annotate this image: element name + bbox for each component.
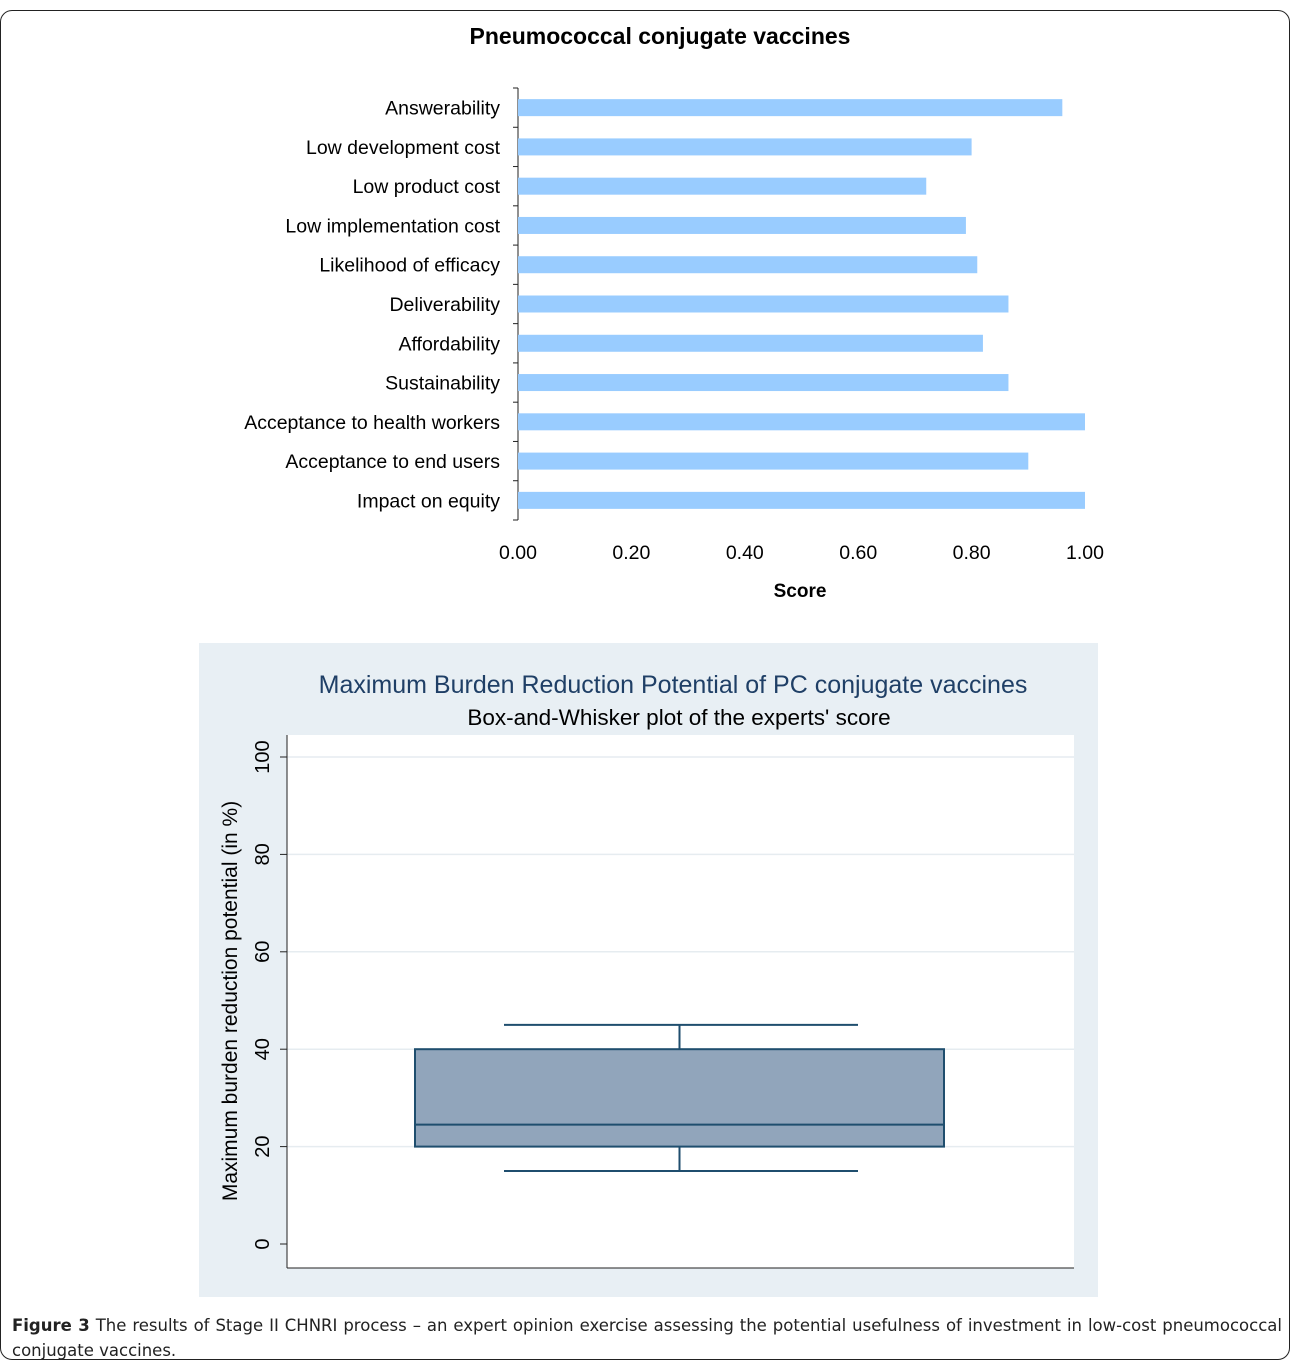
bar <box>518 138 972 155</box>
bar-category-label: Low implementation cost <box>285 215 500 237</box>
bar <box>518 178 926 195</box>
bar-x-axis-label: Score <box>774 581 827 602</box>
bar-x-tick-label: 0.20 <box>612 542 650 564</box>
bar-category-label: Acceptance to end users <box>285 451 500 473</box>
bar-category-label: Acceptance to health workers <box>244 412 500 434</box>
figure-caption-text: The results of Stage II CHNRI process – … <box>12 1316 1282 1360</box>
figure-caption: Figure 3 The results of Stage II CHNRI p… <box>12 1313 1282 1363</box>
bar <box>518 453 1028 470</box>
box-y-tick-label: 60 <box>252 941 274 963</box>
bar-x-tick-label: 1.00 <box>1066 542 1104 564</box>
bar <box>518 296 1008 313</box>
bar-category-label: Answerability <box>385 98 500 120</box>
bar-category-label: Likelihood of efficacy <box>319 255 500 277</box>
bar-category-label: Deliverability <box>389 294 500 316</box>
bar-category-label: Sustainability <box>385 373 500 395</box>
bar-category-label: Affordability <box>398 333 500 355</box>
bar <box>518 335 983 352</box>
box-y-tick-label: 80 <box>252 843 274 865</box>
bar-marks <box>518 99 1085 509</box>
bar-category-label: Impact on equity <box>357 490 500 512</box>
bar-category-label: Low product cost <box>353 176 501 198</box>
box-chart-subtitle: Box-and-Whisker plot of the experts' sco… <box>467 705 890 730</box>
box-y-tick-label: 40 <box>252 1038 274 1060</box>
bar-x-tick-label: 0.60 <box>839 542 877 564</box>
bar <box>518 374 1008 391</box>
box-y-tick-label: 0 <box>252 1238 274 1249</box>
bar-x-tick-label: 0.00 <box>499 542 537 564</box>
figure-label: Figure 3 <box>12 1316 90 1335</box>
bar-category-label: Low development cost <box>306 137 501 159</box>
bar <box>518 99 1062 116</box>
box-chart-title: Maximum Burden Reduction Potential of PC… <box>319 671 1028 699</box>
box-y-axis-label: Maximum burden reduction potential (in %… <box>219 801 242 1201</box>
box-y-tick-label: 20 <box>252 1135 274 1157</box>
box-chart: Maximum Burden Reduction Potential of PC… <box>199 643 1099 1298</box>
bar-x-tick-label: 0.80 <box>953 542 991 564</box>
bar <box>518 256 977 273</box>
bar-chart: Pneumococcal conjugate vaccines Answerab… <box>0 0 1293 620</box>
interquartile-box <box>415 1049 944 1146</box>
bar-x-tick-label: 0.40 <box>726 542 764 564</box>
bar <box>518 413 1085 430</box>
bar-chart-axes <box>513 88 518 520</box>
bar-category-labels: Answerability Low development cost Low pro… <box>244 98 500 513</box>
bar-chart-title: Pneumococcal conjugate vaccines <box>470 23 851 49</box>
box-plot-area <box>287 735 1074 1268</box>
box-y-tick-label: 100 <box>252 740 274 773</box>
bar <box>518 492 1085 509</box>
bar-x-tick-labels: 0.00 0.20 0.40 0.60 0.80 1.00 <box>499 542 1104 564</box>
bar <box>518 217 966 234</box>
